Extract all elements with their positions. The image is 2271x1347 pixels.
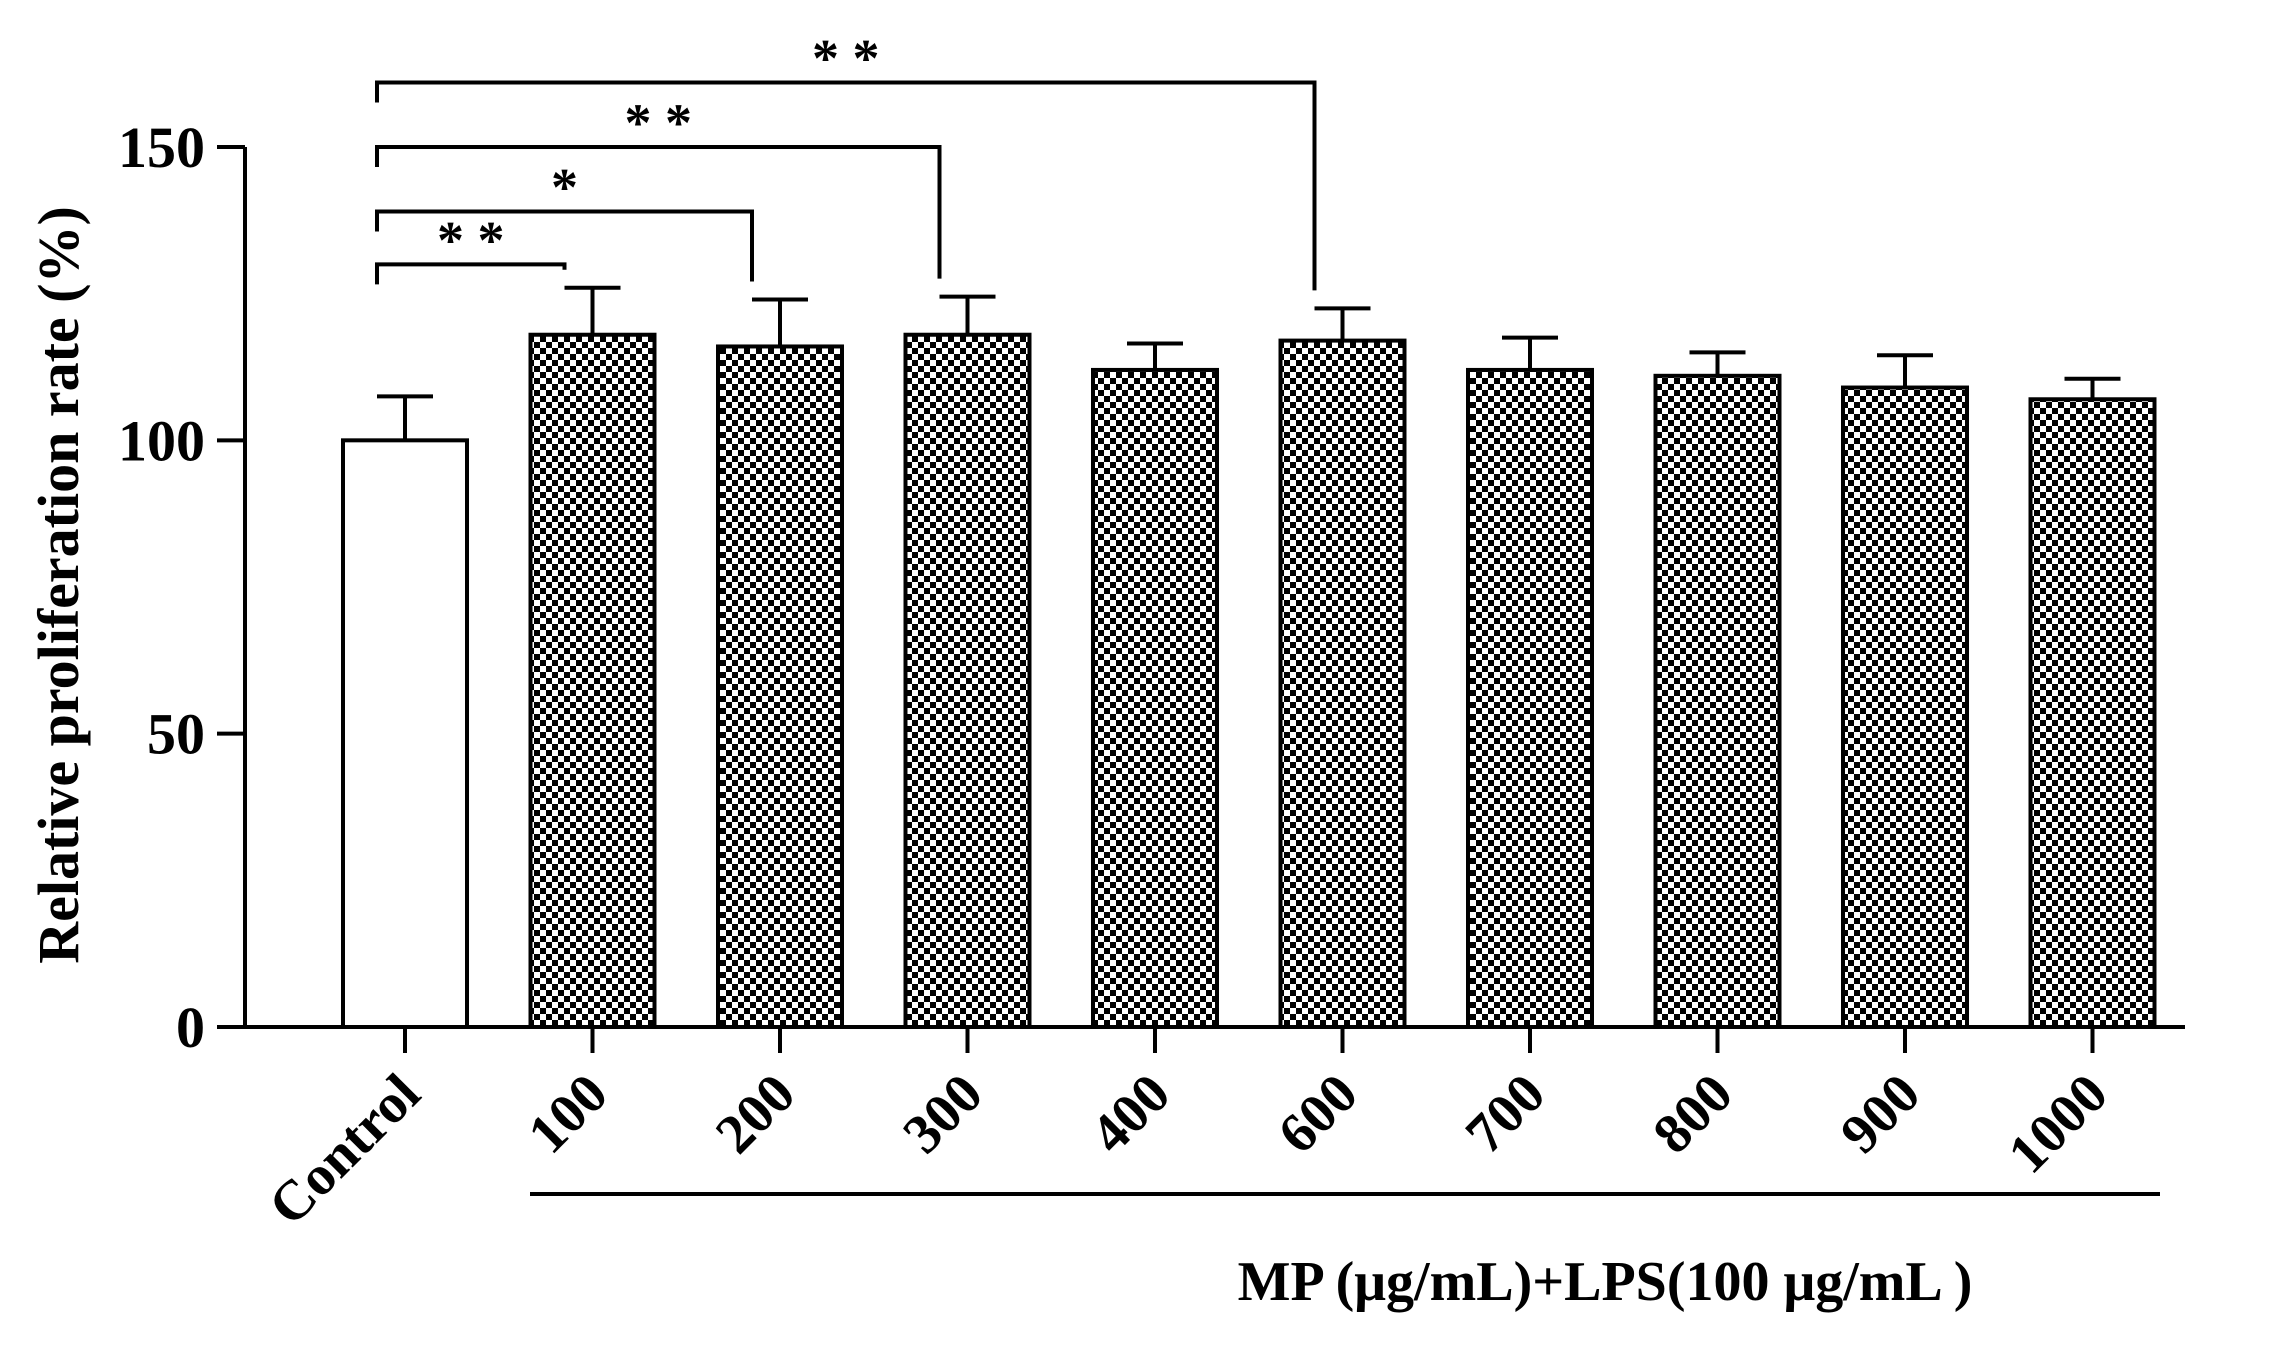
x-tick-label: 200 (704, 1062, 807, 1165)
x-tick-label: 300 (891, 1062, 994, 1165)
x-tick-label: 600 (1266, 1062, 1369, 1165)
significance-label: * (551, 158, 578, 218)
group-label: MP (μg/mL)+LPS(100 μg/mL ) (1238, 1251, 1973, 1313)
y-tick-label: 100 (118, 408, 205, 473)
significance-label: * * (437, 210, 505, 270)
x-tick-label: 400 (1079, 1062, 1182, 1165)
y-tick-label: 50 (147, 702, 205, 767)
bar (1841, 385, 1969, 1029)
x-tick-label: 100 (516, 1062, 619, 1165)
significance-label: * * (812, 28, 880, 88)
bar (1278, 338, 1407, 1030)
bar (1653, 373, 1782, 1029)
x-tick-label: Control (257, 1062, 432, 1237)
significance-brackets: * * * * * * * (375, 28, 1317, 291)
y-axis-label: Relative proliferation rate (%) (26, 206, 91, 964)
bar (341, 438, 469, 1030)
significance-label: * * (625, 93, 693, 153)
x-tick-label: 700 (1454, 1062, 1557, 1165)
bar (2028, 397, 2157, 1029)
x-tick-label: 900 (1829, 1062, 1932, 1165)
bar (528, 332, 657, 1029)
bar (903, 332, 1032, 1029)
y-tick-label: 150 (118, 115, 205, 180)
y-tick-label: 0 (176, 995, 205, 1060)
x-tick-label: 800 (1641, 1062, 1744, 1165)
significance-bracket (375, 80, 1317, 291)
x-tick-label: 1000 (1997, 1062, 2120, 1185)
bar (716, 344, 844, 1029)
bar (1466, 367, 1594, 1029)
significance-bracket (375, 209, 754, 282)
bar (1091, 367, 1219, 1029)
significance-bracket (375, 145, 942, 279)
significance-bracket (375, 262, 567, 285)
bars (341, 285, 2157, 1030)
